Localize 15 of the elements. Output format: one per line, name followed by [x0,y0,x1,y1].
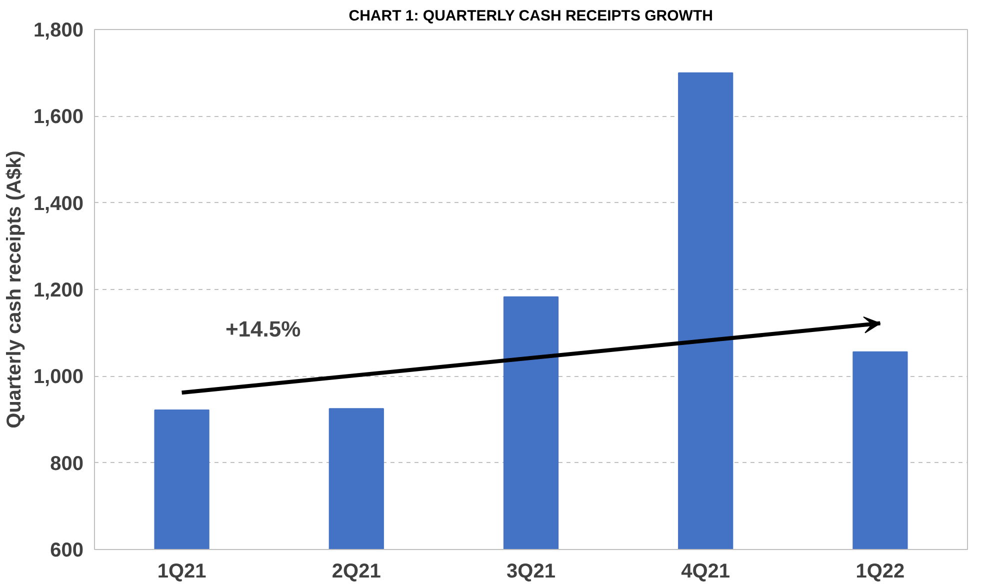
x-tick-label: 3Q21 [506,560,556,582]
x-tick-label: 1Q21 [157,560,206,582]
x-tick-label: 1Q22 [856,560,905,582]
y-tick-label: 1,000 [33,366,84,388]
y-tick-label: 1,800 [33,20,84,42]
y-tick-label: 1,600 [33,106,84,128]
y-tick-label: 1,200 [33,280,84,302]
chart-title: CHART 1: QUARTERLY CASH RECEIPTS GROWTH [348,8,713,24]
x-tick-label: 2Q21 [332,560,381,582]
y-axis-title: Quarterly cash receipts (A$k) [3,150,26,428]
annotation: +14.5% [225,316,301,342]
y-tick-label: 800 [50,452,84,475]
x-tick-label: 4Q21 [681,560,730,582]
y-tick-label: 1,400 [33,192,84,215]
y-tick-label: 600 [50,540,84,562]
